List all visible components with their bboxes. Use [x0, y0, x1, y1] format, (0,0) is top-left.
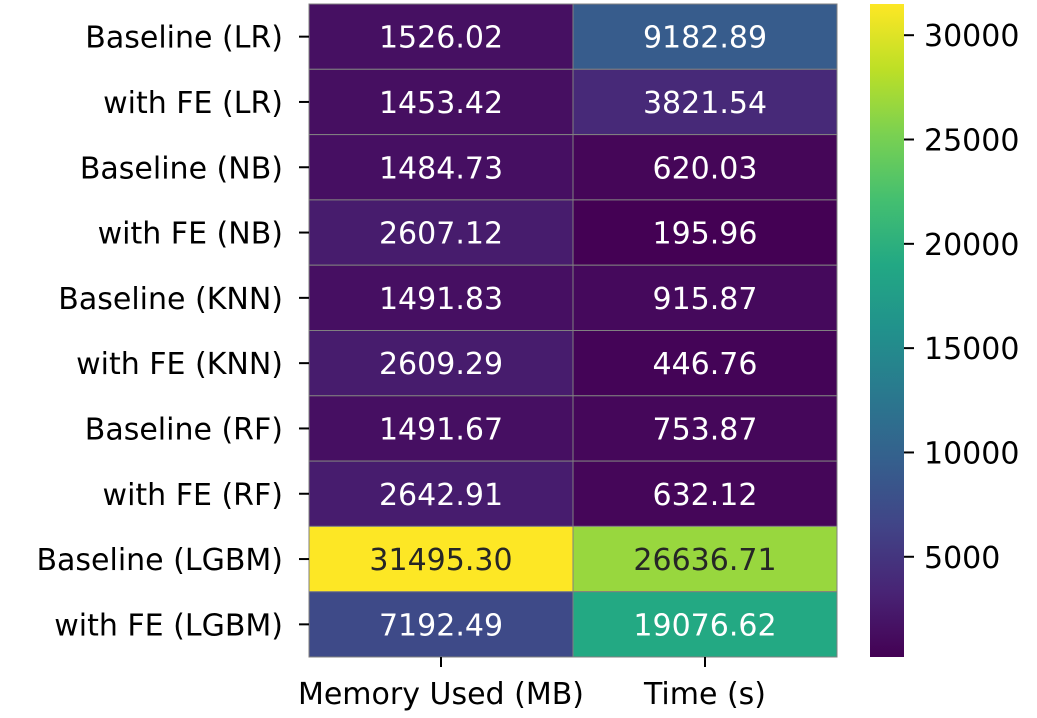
heatmap-cell [572, 525, 838, 593]
colorbar-tick-label: 15000 [924, 332, 1019, 367]
cell-value-label: 2609.29 [379, 347, 503, 382]
row-label: with FE (RF) [103, 478, 283, 513]
column-label: Time (s) [643, 677, 766, 712]
cell-value-label: 2607.12 [379, 217, 503, 252]
heatmap-cell [308, 3, 574, 70]
heatmap-cell [572, 264, 838, 332]
heatmap-cell [572, 3, 838, 70]
cell-value-label: 195.96 [653, 217, 758, 252]
heatmap-cell [572, 395, 838, 462]
cell-value-label: 446.76 [653, 347, 758, 382]
heatmap-cell [308, 591, 574, 658]
row-label: with FE (LR) [103, 86, 283, 121]
cell-value-label: 2642.91 [379, 478, 503, 513]
heatmap-cell [572, 330, 838, 397]
column-label: Memory Used (MB) [298, 677, 584, 712]
row-label: with FE (LGBM) [54, 608, 283, 643]
cell-value-label: 753.87 [653, 412, 758, 447]
cell-value-label: 3821.54 [643, 86, 767, 121]
colorbar-tick-label: 5000 [924, 541, 1000, 576]
heatmap-cell [308, 68, 574, 136]
cell-value-label: 1484.73 [379, 151, 503, 186]
heatmap-cell [572, 460, 838, 527]
cell-value-label: 31495.30 [369, 543, 512, 578]
row-label: Baseline (NB) [80, 151, 283, 186]
cell-value-label: 915.87 [653, 282, 758, 317]
heatmap-cell [572, 68, 838, 136]
colorbar-tick-label: 10000 [924, 436, 1019, 471]
row-label: Baseline (KNN) [58, 282, 283, 317]
column-labels: Memory Used (MB) Time (s) [298, 657, 766, 712]
row-labels: Baseline (LR) with FE (LR) Baseline (NB) wi… [36, 21, 309, 643]
cell-value-label: 1453.42 [379, 86, 503, 121]
heatmap-cell [572, 591, 838, 658]
row-label: with FE (NB) [98, 217, 283, 252]
cell-value-label: 1491.83 [379, 282, 503, 317]
row-label: with FE (KNN) [76, 347, 283, 382]
row-label: Baseline (LR) [85, 21, 283, 56]
heatmap-cell [308, 525, 574, 593]
row-label: Baseline (LGBM) [36, 543, 283, 578]
heatmap-cell [308, 460, 574, 527]
heatmap-cell [572, 134, 838, 201]
cell-value-label: 1491.67 [379, 412, 503, 447]
colorbar-gradient [870, 4, 904, 657]
colorbar-tick-label: 30000 [924, 19, 1019, 54]
cell-value-label: 19076.62 [633, 608, 776, 643]
colorbar: 5000 10000 15000 20000 25000 30000 [870, 4, 1019, 657]
cell-value-label: 26636.71 [633, 543, 776, 578]
heatmap-cell [308, 134, 574, 201]
cell-value-label: 9182.89 [643, 21, 767, 56]
heatmap-cell [308, 395, 574, 462]
colorbar-tick-label: 20000 [924, 228, 1019, 263]
cell-value-label: 620.03 [653, 151, 758, 186]
row-label: Baseline (RF) [85, 412, 283, 447]
heatmap-cell [572, 199, 838, 266]
heatmap-cells: 1526.02 9182.89 1453.42 3821.54 1484.73 620.0… [308, 3, 838, 658]
cell-value-label: 7192.49 [379, 608, 503, 643]
cell-value-label: 1526.02 [379, 21, 503, 56]
colorbar-tick-label: 25000 [924, 124, 1019, 159]
cell-value-label: 632.12 [653, 478, 758, 513]
